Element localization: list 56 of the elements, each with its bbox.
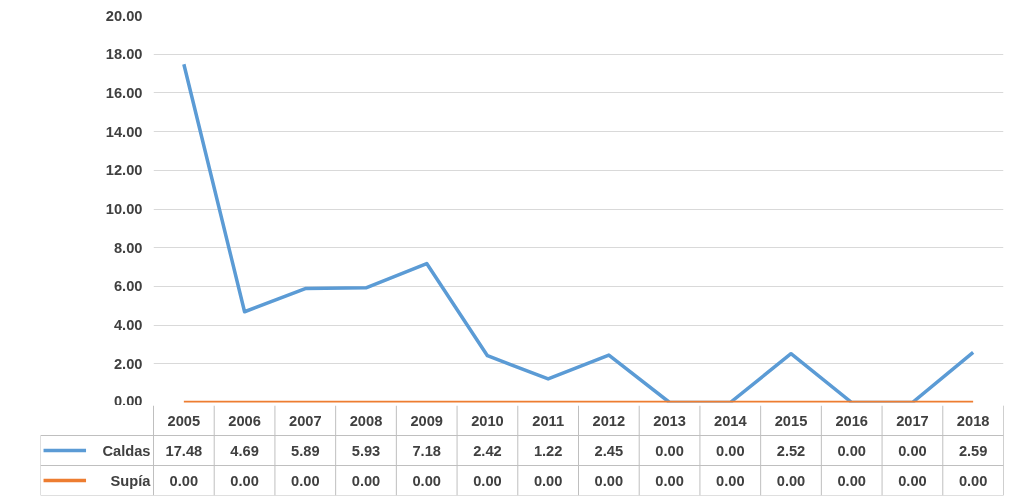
data-label: 0.00 [594, 472, 624, 489]
data-label: 4.69 [230, 442, 259, 459]
y-tick-label: 16.00 [105, 84, 143, 101]
y-tick-label: 4.00 [113, 317, 143, 334]
data-label: 0.00 [655, 442, 684, 459]
x-tick-label: 2010 [471, 412, 504, 429]
data-label: 0.00 [291, 472, 320, 489]
data-label: 0.00 [898, 472, 927, 489]
data-label: 1.22 [533, 442, 563, 459]
x-tick-label: 2014 [713, 412, 748, 429]
x-tick-label: 2018 [956, 412, 990, 429]
x-tick-label: 2007 [288, 412, 322, 429]
data-label: 5.93 [351, 442, 381, 459]
y-tick-label: 2.00 [113, 355, 143, 372]
data-label: 0.00 [655, 472, 684, 489]
x-tick-label: 2006 [228, 412, 261, 429]
data-label: 0.00 [169, 472, 199, 489]
y-tick-label: 20.00 [105, 7, 143, 24]
data-label: 2.59 [958, 442, 988, 459]
data-label: 0.00 [716, 442, 745, 459]
x-tick-label: 2017 [896, 412, 929, 429]
y-tick-label: 18.00 [105, 46, 143, 63]
data-label: 0.00 [533, 472, 563, 489]
x-tick-label: 2011 [532, 412, 565, 429]
data-label: 0.00 [716, 472, 745, 489]
data-label: 0.00 [776, 472, 806, 489]
data-label: 2.52 [776, 442, 806, 459]
data-label: 0.00 [837, 472, 866, 489]
x-tick-label: 2013 [653, 412, 686, 429]
x-tick-label: 2009 [410, 412, 444, 429]
x-tick-label: 2008 [349, 412, 383, 429]
data-label: 17.48 [165, 442, 203, 459]
data-label: 0.00 [958, 472, 988, 489]
y-tick-label: 12.00 [105, 162, 143, 179]
data-label: 0.00 [837, 442, 866, 459]
data-label: 2.45 [594, 442, 624, 459]
x-tick-label: 2015 [774, 412, 808, 429]
line-series [182, 62, 975, 403]
data-label: 0.00 [412, 472, 441, 489]
legend-label: Caldas [102, 442, 151, 459]
data-label: 0.00 [230, 472, 259, 489]
y-tick-label: 0.00 [113, 392, 143, 409]
y-tick-label: 10.00 [105, 201, 143, 217]
x-tick-label: 2012 [592, 412, 626, 429]
data-label: 5.89 [291, 442, 320, 459]
x-tick-label: 2005 [167, 412, 201, 429]
x-tick-label: 2016 [835, 412, 869, 429]
data-label: 0.00 [351, 472, 381, 489]
legend-label: Supía [110, 472, 152, 489]
data-label: 0.00 [473, 472, 502, 489]
y-tick-label: 6.00 [113, 278, 143, 295]
y-tick-label: 14.00 [105, 123, 143, 140]
data-label: 2.42 [473, 442, 502, 459]
data-label: 0.00 [898, 442, 927, 459]
data-label: 7.18 [412, 442, 441, 459]
y-tick-label: 8.00 [113, 239, 143, 256]
